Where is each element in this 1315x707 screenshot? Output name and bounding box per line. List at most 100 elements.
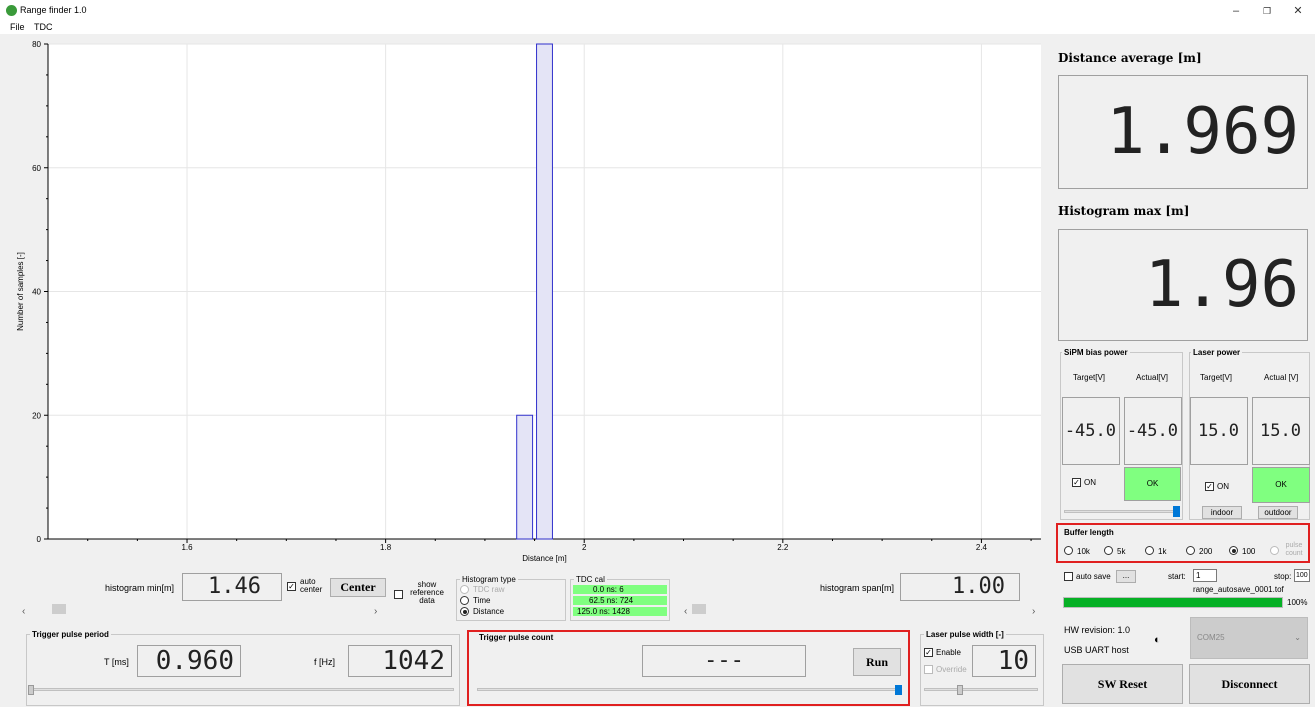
trigger-count-display: --- <box>642 645 806 677</box>
histogram-bar <box>536 43 553 540</box>
radio-buffer-10k-label: 10k <box>1077 547 1090 556</box>
radio-buffer-200[interactable] <box>1186 546 1195 555</box>
com-port-value: COM25 <box>1197 633 1225 642</box>
indoor-button[interactable]: indoor <box>1202 506 1242 519</box>
stop-spinbox[interactable]: 100 <box>1294 569 1310 582</box>
outdoor-button[interactable]: outdoor <box>1258 506 1298 519</box>
chevron-down-icon: ⌄ <box>1294 633 1301 642</box>
frequency-label: f [Hz] <box>314 657 336 667</box>
radio-buffer-10k[interactable] <box>1064 546 1073 555</box>
span-scroll-left-arrow[interactable]: ‹ <box>684 606 688 617</box>
radio-buffer-5k[interactable] <box>1104 546 1113 555</box>
laser-status-ok: OK <box>1252 467 1310 503</box>
sipm-on-checkbox[interactable]: ✓ <box>1072 478 1081 487</box>
pulse-count-slider[interactable] <box>477 688 901 691</box>
sw-reset-button[interactable]: SW Reset <box>1062 664 1183 704</box>
histogram-chart-area: 1.6 1.8 2 2.2 2.4 0 20 40 60 80 Distance [m] Number… <box>8 36 1048 564</box>
histogram-span-display: 1.00 <box>900 573 1020 601</box>
auto-save-checkbox[interactable] <box>1064 572 1073 581</box>
minimize-button[interactable]: – <box>1232 5 1240 17</box>
radio-time[interactable] <box>460 596 469 605</box>
span-scroll-thumb[interactable] <box>692 604 706 614</box>
buffer-length-highlight <box>1056 523 1310 563</box>
x-tick-label: 1.6 <box>181 543 193 552</box>
x-tick-label: 2.4 <box>976 543 988 552</box>
show-reference-label: show reference data <box>410 580 444 605</box>
radio-buffer-1k[interactable] <box>1145 546 1154 555</box>
laser-enable-label: Enable <box>936 648 961 657</box>
y-tick-label: 40 <box>32 288 41 297</box>
sipm-target-label: Target[V] <box>1073 373 1106 382</box>
com-port-select[interactable]: COM25 ⌄ <box>1190 617 1308 659</box>
hscroll-thumb[interactable] <box>52 604 66 614</box>
period-label: T [ms] <box>104 657 129 667</box>
sipm-title: SiPM bias power <box>1062 348 1130 357</box>
contrast-icon: ◐ <box>1154 634 1161 646</box>
close-button[interactable]: ✕ <box>1293 5 1303 17</box>
tdc-cal-group <box>570 579 670 621</box>
restore-button[interactable]: ❐ <box>1262 6 1272 16</box>
laser-enable-checkbox[interactable]: ✓ <box>924 648 933 657</box>
histogram-bar <box>516 414 534 540</box>
frequency-display: 1042 <box>348 645 452 677</box>
hscroll-left-arrow[interactable]: ‹ <box>22 606 26 617</box>
trigger-period-group <box>26 634 460 706</box>
laser-target-display: 15.0 <box>1190 397 1248 465</box>
span-scroll-right-arrow[interactable]: › <box>1032 606 1036 617</box>
x-tick-label: 1.8 <box>380 543 392 552</box>
menu-file[interactable]: File <box>10 22 25 32</box>
y-tick-label: 0 <box>37 535 42 544</box>
laser-on-checkbox[interactable]: ✓ <box>1205 482 1214 491</box>
sipm-slider-handle[interactable] <box>1173 506 1180 517</box>
auto-save-label: auto save <box>1076 572 1111 581</box>
laser-actual-display: 15.0 <box>1252 397 1310 465</box>
stop-label: stop: <box>1274 572 1292 581</box>
auto-center-checkbox[interactable]: ✓ <box>287 582 296 591</box>
trigger-count-highlight <box>467 630 910 706</box>
histogram-span-label: histogram span[m] <box>820 583 895 593</box>
hscroll-right-arrow[interactable]: › <box>374 606 378 617</box>
radio-buffer-pulse-count-label: pulse count <box>1285 542 1303 557</box>
auto-center-label: auto center <box>300 577 323 594</box>
tdc-cal-row: 125.0 ns: 1428 <box>573 607 667 616</box>
center-button[interactable]: Center <box>330 578 386 597</box>
browse-button[interactable]: ... <box>1116 570 1136 583</box>
radio-tdc-raw[interactable] <box>460 585 469 594</box>
laser-on-label: ON <box>1217 482 1229 491</box>
radio-buffer-100[interactable] <box>1229 546 1238 555</box>
start-value: 1 <box>1196 571 1201 580</box>
laser-width-slider-handle[interactable] <box>957 685 963 695</box>
autosave-filename: range_autosave_0001.tof <box>1193 585 1284 594</box>
y-tick-label: 20 <box>32 411 41 420</box>
laser-width-slider[interactable] <box>924 688 1038 691</box>
radio-distance-label: Distance <box>473 607 505 616</box>
period-slider-handle[interactable] <box>28 685 34 695</box>
laser-actual-label: Actual [V] <box>1264 373 1299 382</box>
radio-buffer-pulse-count[interactable] <box>1270 546 1279 555</box>
x-axis-label: Distance [m] <box>522 554 566 563</box>
laser-override-checkbox[interactable] <box>924 665 933 674</box>
period-display: 0.960 <box>137 645 241 677</box>
start-label: start: <box>1168 572 1186 581</box>
menu-bar: File TDC <box>0 22 1315 34</box>
title-bar: Range finder 1.0 – ❐ ✕ <box>0 0 1315 22</box>
sipm-slider[interactable] <box>1064 510 1180 513</box>
disconnect-button[interactable]: Disconnect <box>1189 664 1310 704</box>
autosave-progress-fill <box>1064 598 1282 607</box>
sipm-target-display: -45.0 <box>1062 397 1120 465</box>
period-slider[interactable] <box>30 688 454 691</box>
sipm-actual-display: -45.0 <box>1124 397 1182 465</box>
menu-tdc[interactable]: TDC <box>34 22 53 32</box>
radio-buffer-200-label: 200 <box>1199 547 1213 556</box>
radio-buffer-5k-label: 5k <box>1117 547 1126 556</box>
start-spinbox[interactable]: 1 <box>1193 569 1217 582</box>
histogram-min-label: histogram min[m] <box>105 583 175 593</box>
radio-buffer-100-label: 100 <box>1242 547 1256 556</box>
y-tick-label: 60 <box>32 164 41 173</box>
run-button[interactable]: Run <box>853 648 901 676</box>
pulse-count-slider-handle[interactable] <box>895 685 902 695</box>
x-tick-label: 2 <box>582 543 587 552</box>
show-reference-checkbox[interactable] <box>394 590 403 599</box>
radio-distance[interactable] <box>460 607 469 616</box>
sipm-on-label: ON <box>1084 478 1096 487</box>
